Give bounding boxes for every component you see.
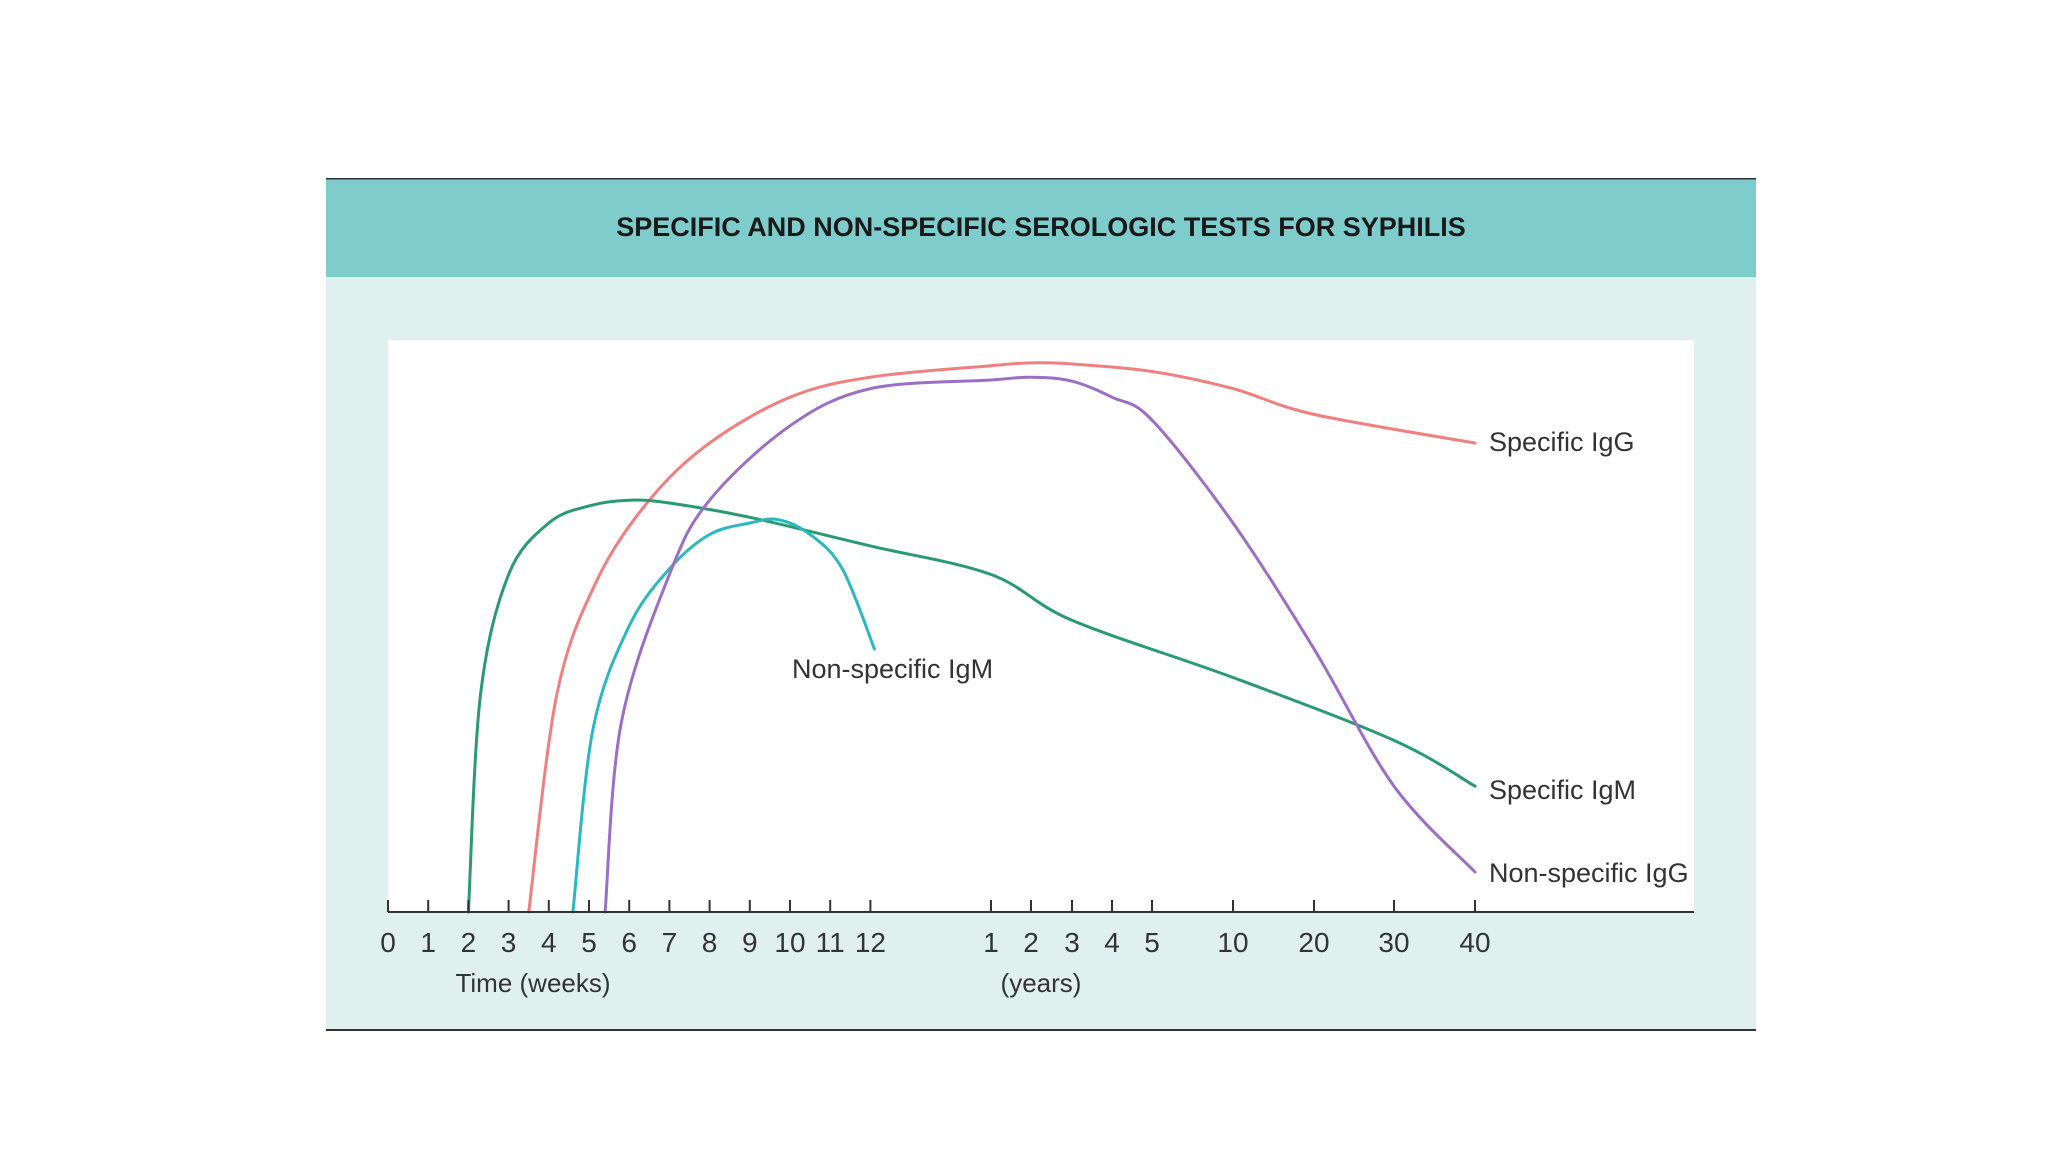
- x-tick-label-year-40: 40: [1459, 927, 1490, 958]
- label-nonspecific-igm: Non-specific IgM: [792, 654, 993, 684]
- x-ticks: 0 1 2 3 4 5 6 7 8 9 10 11 12 1 2 3 4 5 10 20 30 40: [380, 900, 1491, 958]
- chart-svg: SPECIFIC AND NON-SPECIFIC SEROLOGIC TEST…: [326, 178, 1756, 1031]
- x-tick-label-week-10: 10: [774, 927, 805, 958]
- x-tick-label-week-2: 2: [461, 927, 477, 958]
- x-tick-label-week-0: 0: [380, 927, 396, 958]
- x-tick-label-week-1: 1: [420, 927, 436, 958]
- plot-area: [388, 340, 1694, 912]
- chart-title: SPECIFIC AND NON-SPECIFIC SEROLOGIC TEST…: [616, 212, 1466, 242]
- label-nonspecific-igg: Non-specific IgG: [1489, 858, 1689, 888]
- x-tick-label-week-5: 5: [581, 927, 597, 958]
- series-line-specific-igm: [466, 498, 1477, 914]
- series-layer: [466, 361, 1477, 914]
- x-tick-label-year-2: 2: [1023, 927, 1039, 958]
- x-tick-label-week-11: 11: [816, 927, 845, 958]
- x-tick-label-year-30: 30: [1378, 927, 1409, 958]
- chart-figure: SPECIFIC AND NON-SPECIFIC SEROLOGIC TEST…: [326, 178, 1756, 1033]
- x-tick-label-year-5: 5: [1144, 927, 1160, 958]
- series-line-specific-igg: [527, 361, 1477, 914]
- x-tick-label-week-12: 12: [855, 927, 886, 958]
- label-specific-igm: Specific IgM: [1489, 775, 1636, 805]
- x-tick-label-year-4: 4: [1104, 927, 1120, 958]
- x-axis-label-weeks: Time (weeks): [455, 968, 610, 998]
- x-tick-label-year-10: 10: [1217, 927, 1248, 958]
- x-tick-label-year-20: 20: [1298, 927, 1329, 958]
- title-band: [326, 178, 1756, 277]
- label-specific-igg: Specific IgG: [1489, 427, 1635, 457]
- x-tick-label-week-7: 7: [662, 927, 678, 958]
- series-line-non-specific-igg: [603, 375, 1477, 914]
- series-line-non-specific-igm: [571, 517, 876, 914]
- x-tick-label-year-1: 1: [983, 927, 999, 958]
- x-tick-label-week-8: 8: [702, 927, 718, 958]
- x-tick-label-week-4: 4: [541, 927, 557, 958]
- x-tick-label-week-6: 6: [621, 927, 637, 958]
- x-tick-label-week-9: 9: [742, 927, 758, 958]
- x-tick-label-year-3: 3: [1064, 927, 1080, 958]
- x-axis-label-years: (years): [1001, 968, 1082, 998]
- x-tick-label-week-3: 3: [501, 927, 517, 958]
